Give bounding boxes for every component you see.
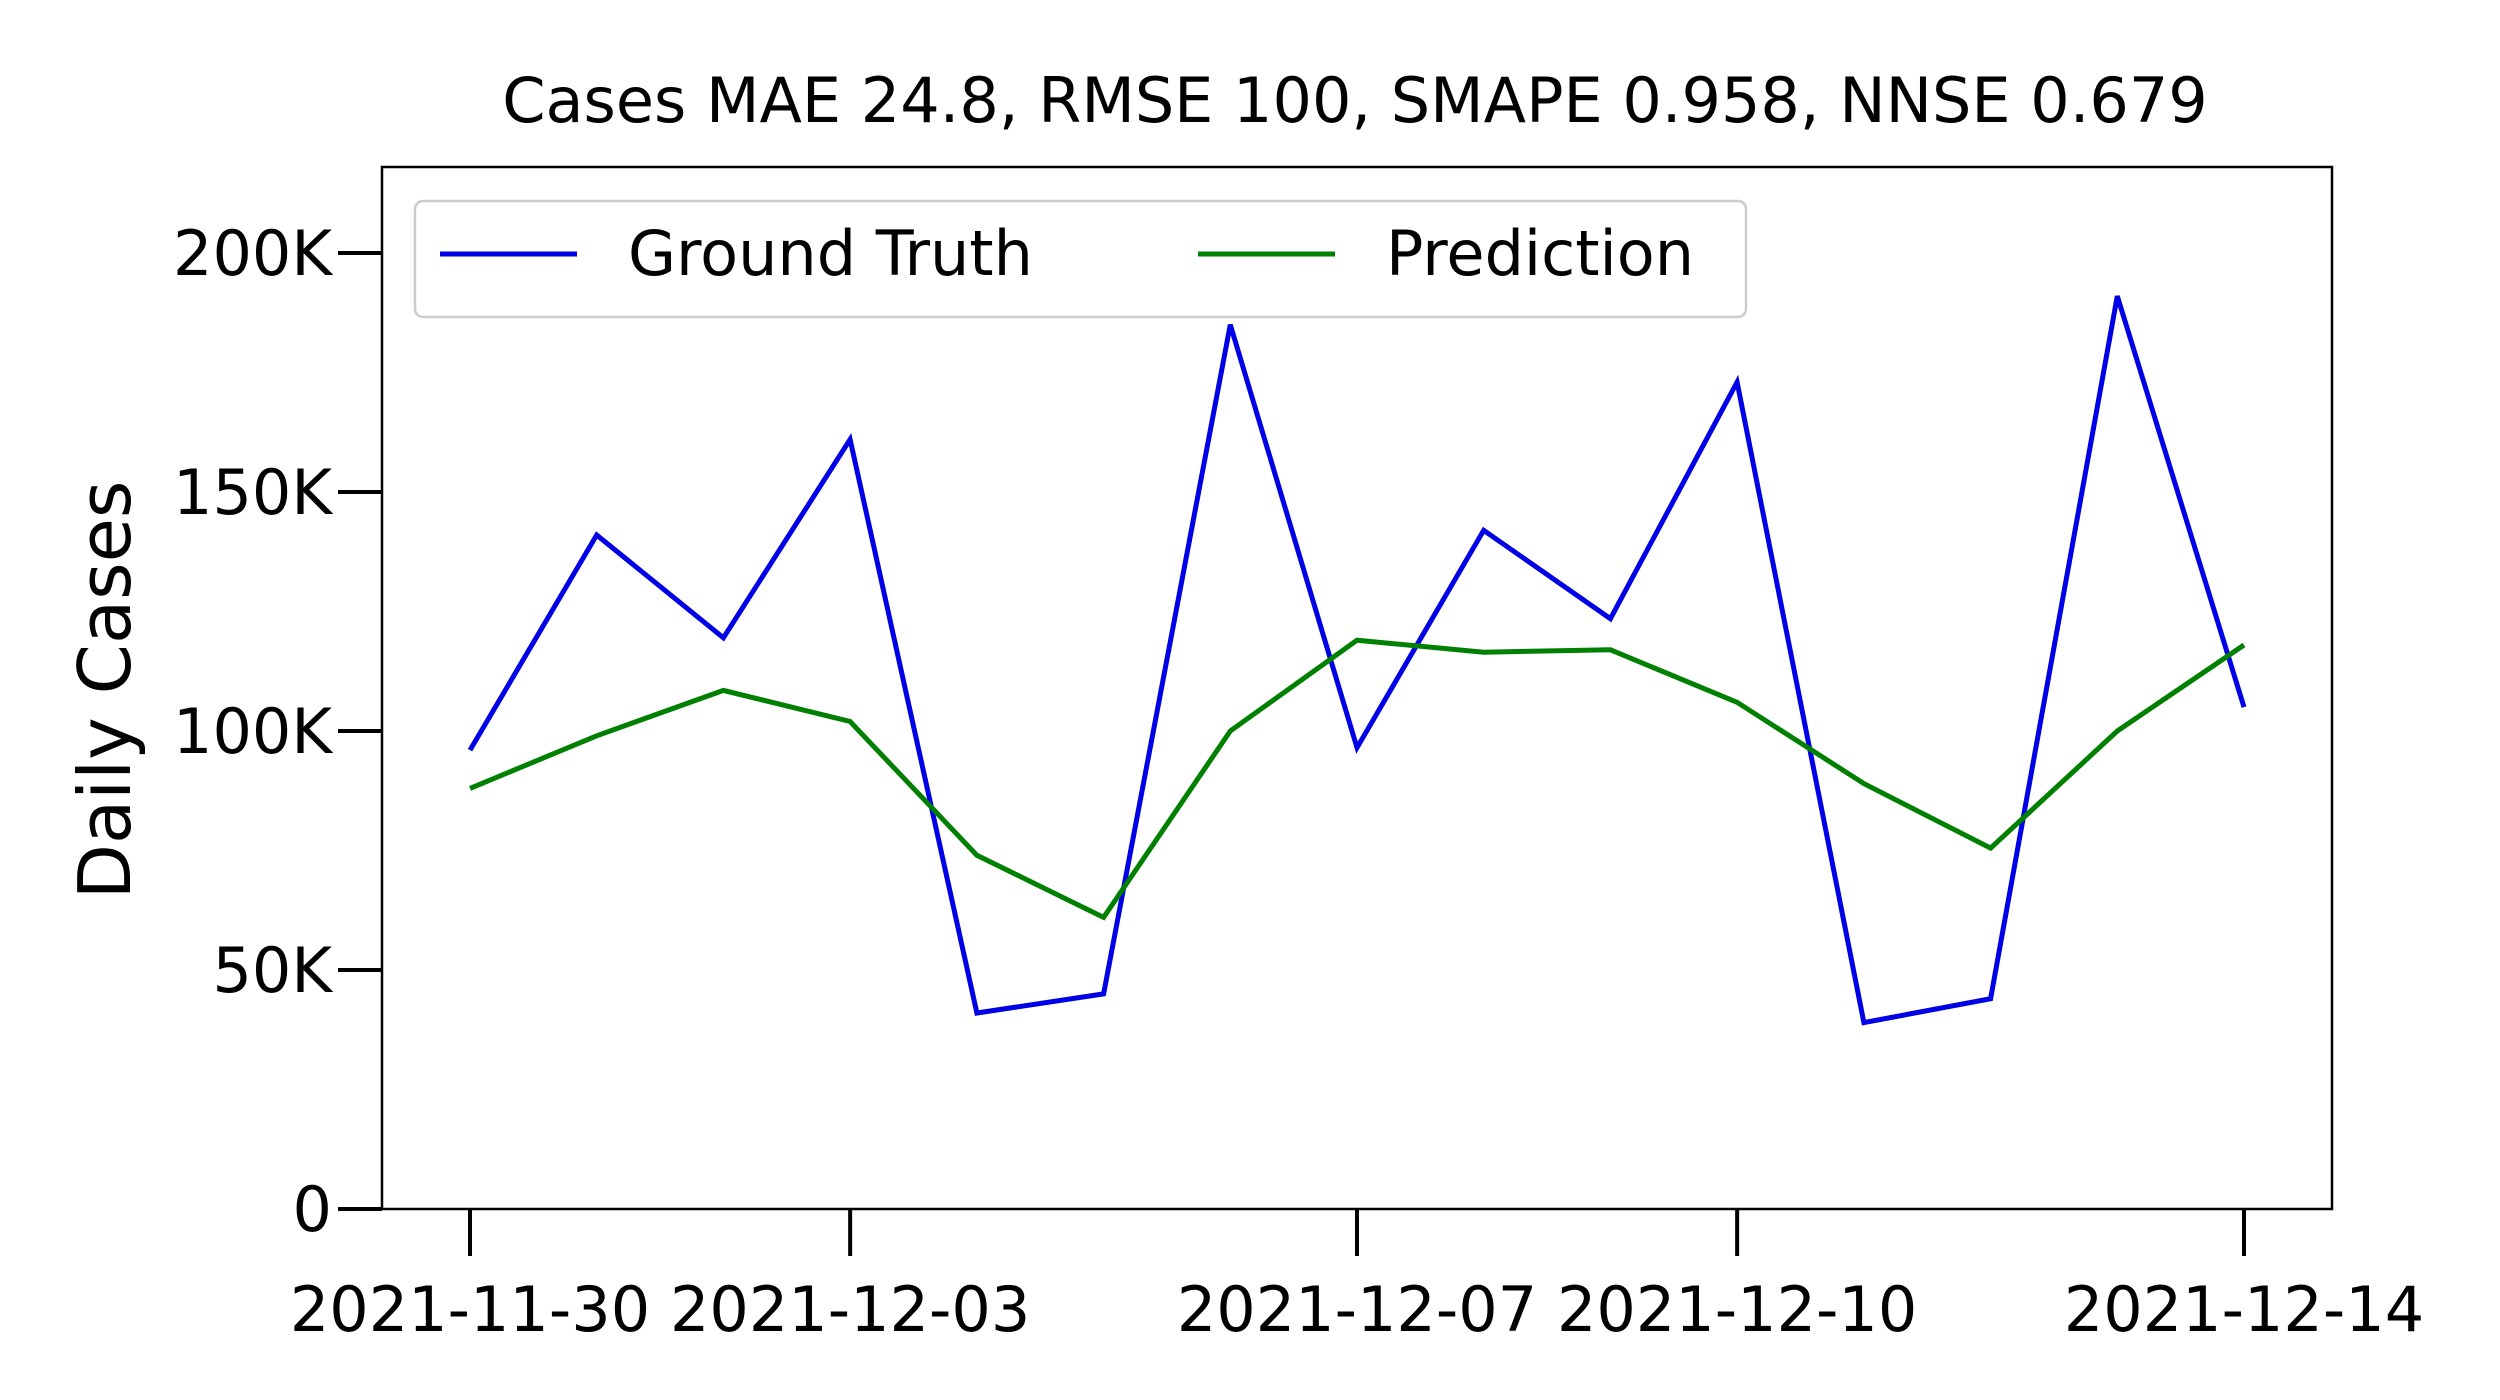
x-tick-label: 2021-11-30 [290,1273,650,1346]
legend: Ground Truth Prediction [413,199,1748,319]
x-tick-label: 2021-12-03 [670,1273,1030,1346]
x-axis: 2021-11-30 2021-12-03 2021-12-07 2021-12-10… [290,1209,2424,1346]
x-tick-label: 2021-12-07 [1177,1273,1537,1346]
y-tick-label: 150K [173,456,333,529]
legend-label-0: Ground Truth [628,217,1033,290]
y-tick-label: 200K [173,217,333,290]
series-line-0 [467,295,2247,1026]
y-axis: 0 50K 100K 150K 200K [173,217,382,1246]
legend-label-1: Prediction [1386,217,1694,290]
plot-series [467,295,2247,1026]
y-tick-label: 50K [212,934,333,1007]
chart-title: Cases MAE 24.8, RMSE 100, SMAPE 0.958, N… [502,64,2207,137]
y-tick-label: 0 [293,1173,332,1246]
y-axis-label: Daily Cases [63,481,147,900]
legend-box [413,199,1748,319]
x-tick-label: 2021-12-14 [2064,1273,2424,1346]
x-tick-label: 2021-12-10 [1557,1273,1917,1346]
plot-frame [380,165,2334,1211]
series-line-1 [469,637,2246,921]
y-tick-label: 100K [173,695,333,768]
